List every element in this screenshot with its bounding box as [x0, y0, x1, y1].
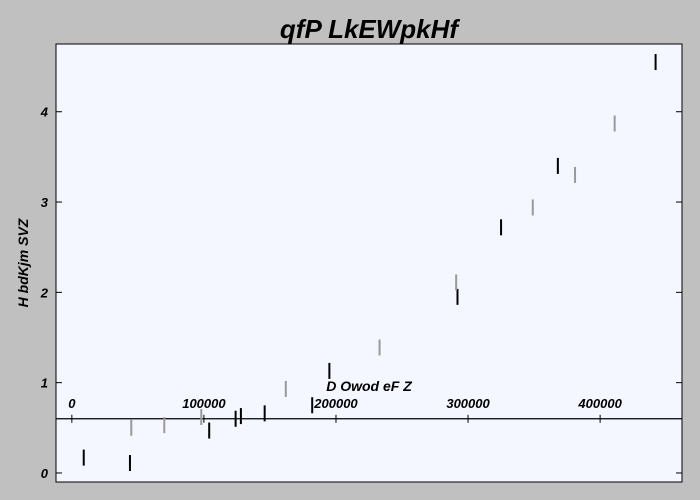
y-axis-label: H bdKjm SVZ	[15, 218, 31, 307]
plot-area	[55, 43, 683, 483]
y-tick-label: 3	[41, 195, 49, 210]
x-axis-label: D Owod eF Z	[326, 378, 412, 394]
y-tick-label: 1	[41, 376, 48, 391]
x-tick-label: 400000	[577, 396, 622, 411]
x-tick-label: 0	[68, 396, 76, 411]
chart-title: qfP LkEWpkHf	[280, 14, 460, 44]
data-marks	[82, 54, 657, 472]
y-tick-label: 0	[41, 466, 49, 481]
y-tick-label: 2	[40, 285, 49, 300]
x-tick-label: 100000	[182, 396, 226, 411]
axis-ticks: 0 100000 200000 300000 400000 0 1 2 3 4	[40, 105, 682, 481]
x-tick-label: 200000	[313, 396, 358, 411]
x-tick-label: 300000	[446, 396, 490, 411]
y-tick-label: 4	[40, 105, 49, 120]
